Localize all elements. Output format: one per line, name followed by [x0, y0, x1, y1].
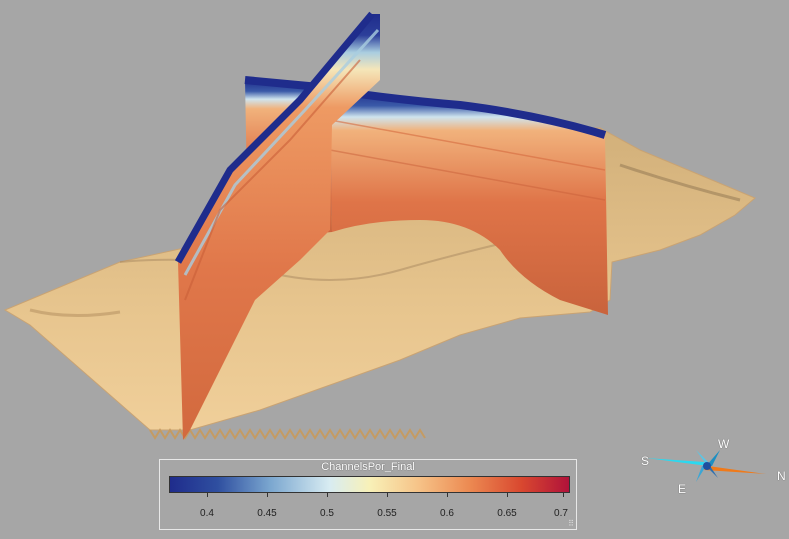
legend-resize-grip[interactable]: ⠿ — [568, 519, 574, 528]
seismic-section-diagonal — [178, 14, 380, 440]
compass-rose[interactable]: S W N E — [636, 436, 788, 496]
legend-tick: 0.4 — [200, 508, 214, 519]
compass-icon — [646, 450, 766, 482]
compass-label-w: W — [718, 437, 730, 451]
colorbar — [169, 476, 570, 493]
color-legend: ChannelsPor_Final 0.4 0.45 0.5 0.55 0.6 … — [159, 459, 577, 530]
compass-label-s: S — [641, 454, 650, 468]
legend-tick: 0.45 — [257, 508, 277, 519]
legend-tick: 0.55 — [377, 508, 397, 519]
legend-title: ChannelsPor_Final — [321, 461, 415, 473]
legend-tick: 0.7 — [554, 508, 568, 519]
legend-tick: 0.5 — [320, 508, 334, 519]
legend-tick: 0.65 — [497, 508, 517, 519]
legend-tick: 0.6 — [440, 508, 454, 519]
compass-label-n: N — [777, 469, 786, 483]
seismic-section-long — [330, 90, 608, 315]
compass-label-e: E — [678, 482, 687, 496]
